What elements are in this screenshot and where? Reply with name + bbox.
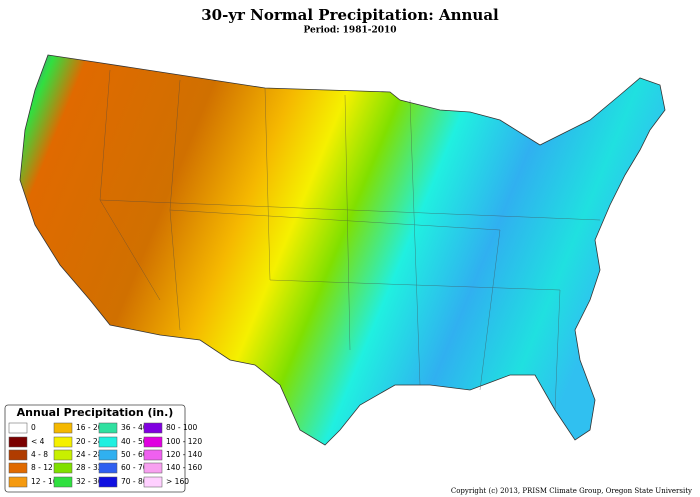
state-lines xyxy=(99,69,601,411)
legend-swatch xyxy=(53,422,73,434)
legend-label: 100 - 120 xyxy=(166,437,202,446)
legend-title: Annual Precipitation (in.) xyxy=(17,406,174,419)
legend-label: 32 - 36 xyxy=(76,477,103,486)
legend-swatch xyxy=(8,436,28,448)
legend-swatch xyxy=(8,422,28,434)
legend-label: 70 - 80 xyxy=(121,477,148,486)
legend-swatch xyxy=(143,462,163,474)
legend-label: 36 - 40 xyxy=(121,423,148,432)
legend-swatch xyxy=(143,476,163,488)
legend-label: 12 - 16 xyxy=(31,477,58,486)
legend-swatch xyxy=(53,449,73,461)
legend-label: 120 - 140 xyxy=(166,450,202,459)
legend-box xyxy=(4,404,186,493)
legend-label: 20 - 24 xyxy=(76,437,103,446)
legend-swatch xyxy=(53,462,73,474)
copyright: Copyright (c) 2013, PRISM Climate Group,… xyxy=(451,487,692,495)
legend-swatch xyxy=(53,436,73,448)
legend-swatch xyxy=(8,462,28,474)
legend-label: 28 - 32 xyxy=(76,463,103,472)
legend-swatch xyxy=(98,462,118,474)
legend-swatch xyxy=(98,449,118,461)
legend-label: 40 - 50 xyxy=(121,437,148,446)
legend-label: 4 - 8 xyxy=(31,450,48,459)
legend-swatch xyxy=(8,476,28,488)
legend-swatch xyxy=(143,449,163,461)
legend-label: 60 - 70 xyxy=(121,463,148,472)
legend-swatch xyxy=(143,436,163,448)
legend-swatch xyxy=(143,422,163,434)
map-period: Period: 1981-2010 xyxy=(304,26,397,36)
legend-label: 140 - 160 xyxy=(166,463,202,472)
legend-swatch xyxy=(53,476,73,488)
legend-items: 0 < 4 4 - 8 8 - 12 12 - 16 16 - 20 20 - 24 24 -… xyxy=(8,422,202,488)
legend-swatch xyxy=(98,476,118,488)
legend-label: 80 - 100 xyxy=(166,423,198,432)
legend-label: < 4 xyxy=(31,437,45,446)
legend-label: 8 - 12 xyxy=(31,463,53,472)
legend-label: 24 - 28 xyxy=(76,450,103,459)
legend-label: > 160 xyxy=(166,477,189,486)
legend-swatch xyxy=(8,449,28,461)
legend-label: 16 - 20 xyxy=(76,423,103,432)
map-title: 30-yr Normal Precipitation: Annual xyxy=(201,6,499,24)
legend-label: 50 - 60 xyxy=(121,450,148,459)
legend-swatch xyxy=(98,436,118,448)
legend-swatch xyxy=(98,422,118,434)
us-map xyxy=(19,54,666,446)
legend-label: 0 xyxy=(31,423,36,432)
